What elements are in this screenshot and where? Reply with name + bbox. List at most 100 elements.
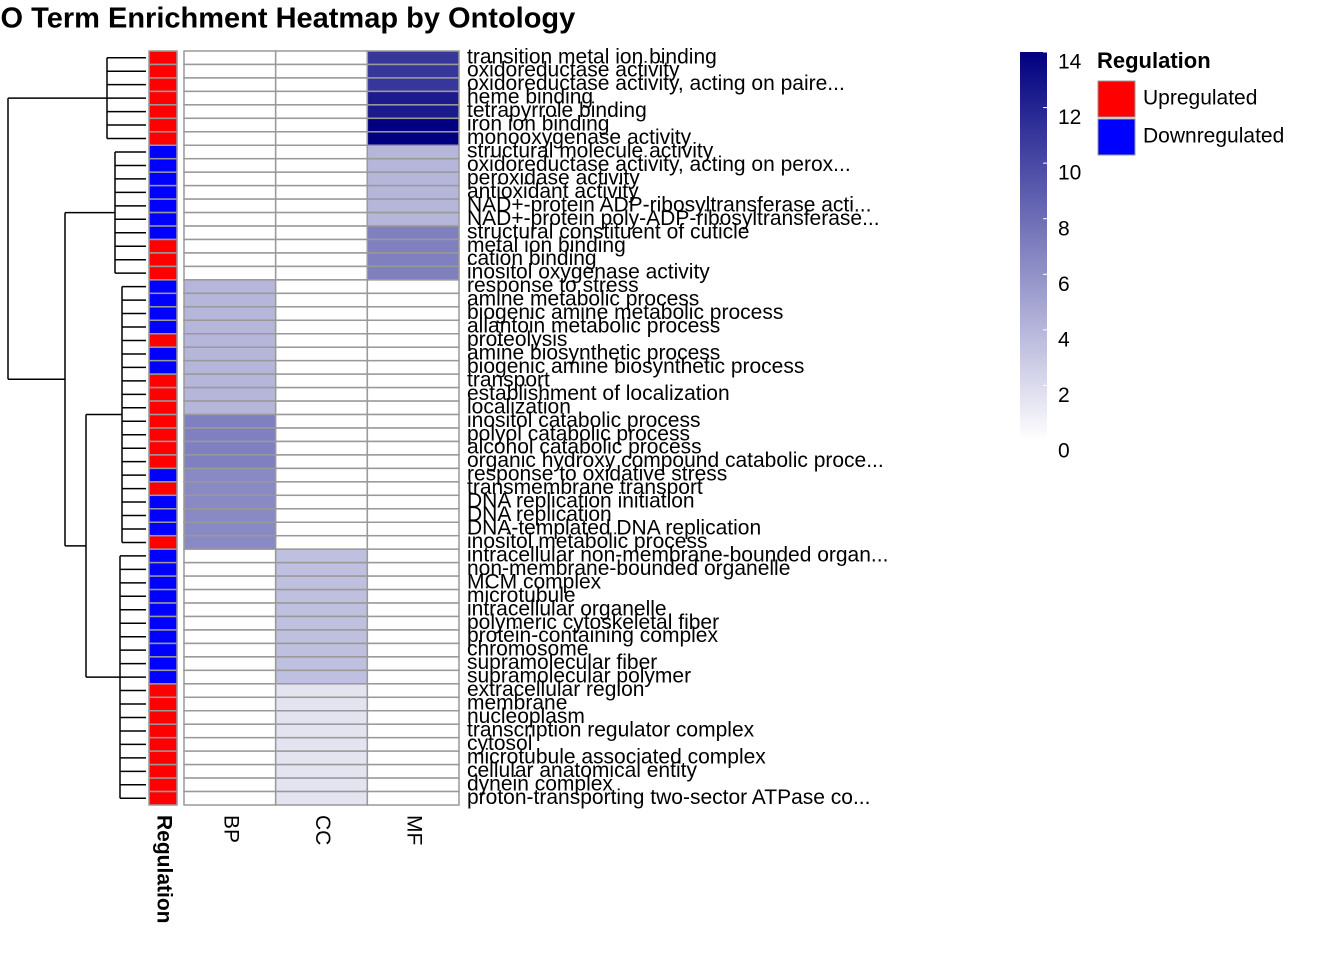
heatmap-cell: [183, 144, 277, 160]
row-label: iron ion binding: [467, 113, 609, 136]
heatmap-cell: [183, 615, 277, 631]
heatmap-cell: [274, 575, 369, 591]
row-label: biogenic amine metabolic process: [467, 301, 783, 324]
row-label: polymeric cytoskeletal fiber: [467, 611, 719, 634]
row-label: non-membrane-bounded organelle: [467, 557, 790, 580]
heatmap-cell: [274, 117, 369, 133]
colorbar-tick-label: 8: [1058, 217, 1070, 240]
annotation-cell: [148, 629, 178, 645]
heatmap-cell: [366, 252, 460, 268]
heatmap-cell: [366, 710, 460, 725]
legend-label: Downregulated: [1143, 125, 1284, 148]
heatmap-cell: [366, 50, 460, 66]
heatmap-cell: [366, 184, 460, 200]
heatmap-cell: [366, 77, 460, 93]
annotation-cell: [148, 184, 178, 200]
heatmap-cell: [274, 198, 369, 214]
annotation-cell: [148, 211, 178, 227]
annotation-cell: [148, 63, 178, 79]
legend-swatch: [1097, 118, 1136, 156]
annotation-cell: [148, 252, 178, 268]
heatmap-cell: [274, 710, 369, 725]
heatmap-cell: [366, 790, 460, 806]
annotation-cell: [148, 306, 178, 322]
heatmap-cell: [183, 629, 277, 645]
heatmap-cell: [183, 131, 277, 147]
heatmap-cell: [274, 534, 369, 550]
heatmap-cell: [183, 521, 277, 537]
heatmap-cell: [274, 588, 369, 604]
heatmap-cell: [366, 683, 460, 699]
heatmap-cell: [274, 413, 369, 429]
heatmap-cell: [366, 131, 460, 147]
heatmap-cell: [274, 642, 369, 658]
annotation-cell: [148, 427, 178, 443]
heatmap-cell: [183, 333, 277, 348]
heatmap-cell: [274, 763, 369, 779]
row-label: establishment of localization: [467, 382, 730, 405]
heatmap-cell: [366, 656, 460, 672]
annotation-cell: [148, 656, 178, 672]
heatmap-cell: [366, 575, 460, 591]
row-label: transcription regulator complex: [467, 718, 755, 741]
annotation-cell: [148, 548, 178, 564]
heatmap-cell: [366, 440, 460, 456]
heatmap-cell: [274, 131, 369, 147]
heatmap-cell: [366, 629, 460, 645]
heatmap-cell: [183, 602, 277, 618]
row-label: cytosol: [467, 732, 532, 755]
heatmap-cell: [274, 238, 369, 254]
annotation-cell: [148, 117, 178, 133]
heatmap-cell: [183, 669, 277, 685]
annotation-cell: [148, 521, 178, 537]
heatmap-cell: [366, 144, 460, 160]
row-label: localization: [467, 395, 571, 418]
legend-title: Regulation: [1097, 48, 1211, 73]
heatmap-cell: [183, 184, 277, 200]
row-label: DNA-templated DNA replication: [467, 517, 761, 540]
annotation-cell: [148, 723, 178, 739]
heatmap-cell: [274, 467, 369, 483]
heatmap-cell: [366, 413, 460, 429]
heatmap-cell: [366, 346, 460, 362]
heatmap-cell: [366, 63, 460, 79]
row-label: proteolysis: [467, 328, 567, 351]
row-label: structural molecule activity: [467, 140, 714, 163]
legend-label: Upregulated: [1143, 87, 1257, 110]
annotation-cell: [148, 454, 178, 470]
annotation-cell: [148, 90, 178, 106]
row-label: dynein complex: [467, 772, 613, 795]
heatmap-cell: [274, 750, 369, 766]
row-label: extracellular region: [467, 678, 644, 701]
heatmap-cell: [366, 534, 460, 550]
annotation-cell: [148, 777, 178, 793]
annotation-cell: [148, 238, 178, 254]
heatmap-cell: [366, 494, 460, 510]
heatmap-cell: [183, 104, 277, 120]
heatmap-cell: [274, 790, 369, 806]
row-label: NAD+-protein ADP-ribosyltransferase acti…: [467, 193, 871, 216]
heatmap-cell: [366, 238, 460, 254]
heatmap-cell: [274, 386, 369, 402]
chart-title: GO Term Enrichment Heatmap by Ontology: [0, 3, 575, 35]
row-label: monooxygenase activity: [467, 126, 692, 149]
heatmap-cell: [366, 508, 460, 523]
heatmap-cell: [183, 440, 277, 456]
heatmap-cell: [183, 481, 277, 497]
heatmap-cell: [366, 723, 460, 739]
annotation-cell: [148, 696, 178, 712]
heatmap-cell: [183, 723, 277, 739]
row-label: structural constituent of cuticle: [467, 220, 749, 243]
annotation-cell: [148, 131, 178, 147]
heatmap-cell: [366, 292, 460, 308]
annotation-cell: [148, 292, 178, 308]
row-label: DNA replication: [467, 503, 612, 526]
heatmap-cell: [366, 386, 460, 402]
heatmap-cell: [183, 467, 277, 483]
heatmap-cell: [366, 454, 460, 470]
annotation-cell: [148, 279, 178, 295]
heatmap-cell: [183, 683, 277, 699]
heatmap-cell: [183, 238, 277, 254]
heatmap-cell: [366, 481, 460, 497]
heatmap-cell: [366, 265, 460, 281]
